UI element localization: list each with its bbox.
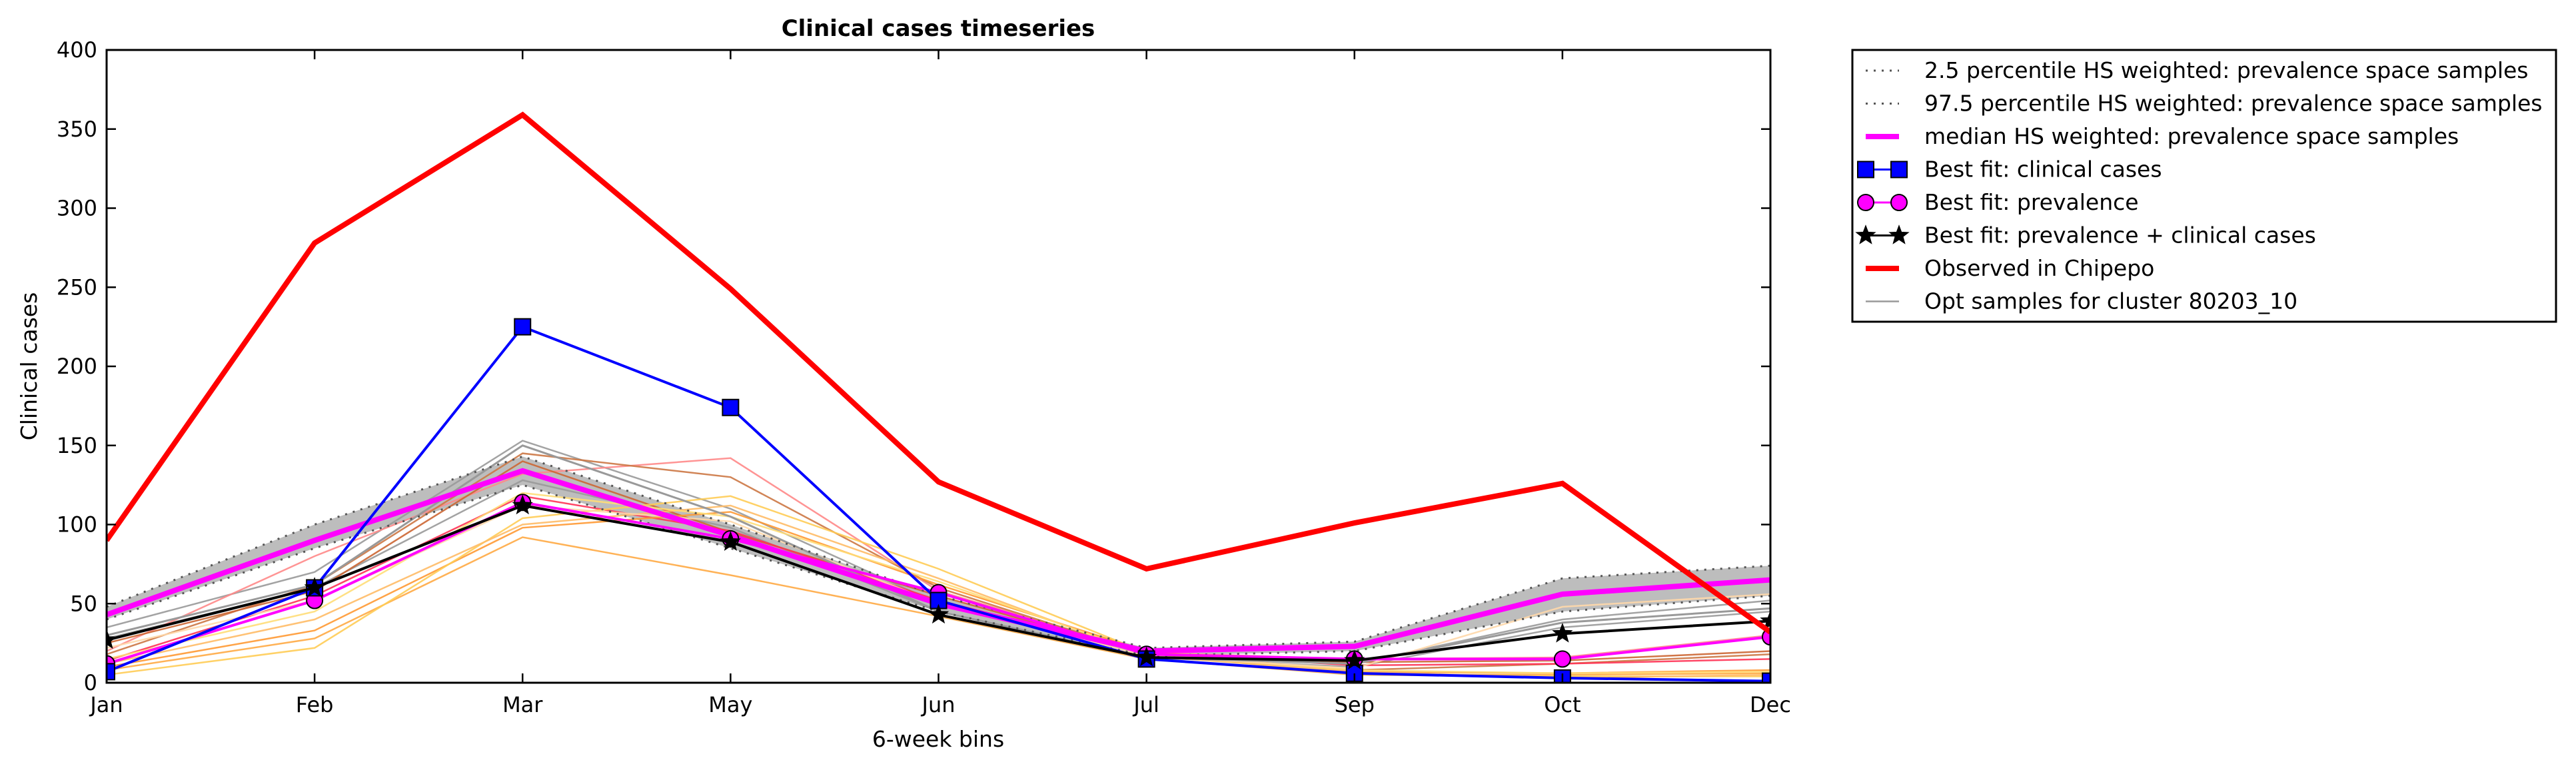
y-tick-label-3: 100 <box>57 512 97 538</box>
y-tick-label-1: 0 <box>84 670 97 695</box>
series-4-point-3 <box>514 318 532 336</box>
series-6-point-5 <box>928 603 950 624</box>
legend-label-3: median HS weighted: prevalence space sam… <box>1924 123 2459 149</box>
legend-marker-6-b <box>1888 224 1910 244</box>
legend-marker-5-a <box>1857 194 1874 211</box>
series-6-point-1 <box>107 629 117 649</box>
y-tick-label-8: 350 <box>57 117 97 142</box>
x-tick-label-1: Jan <box>89 692 123 717</box>
series-6-point-9 <box>1760 609 1770 630</box>
legend-box <box>1851 49 2557 323</box>
legend-label-8: Opt samples for cluster 80203_10 <box>1924 288 2297 314</box>
y-tick-label-2: 50 <box>70 591 97 616</box>
series-6-point-7 <box>1344 649 1365 670</box>
y-tick-label-9: 400 <box>57 37 97 63</box>
plot-area <box>107 111 1770 683</box>
y-tick-label-7: 300 <box>57 196 97 221</box>
sample-line-4 <box>107 452 1770 671</box>
series-5-point-8 <box>1553 650 1571 668</box>
legend-label-4: Best fit: clinical cases <box>1924 157 2162 183</box>
legend: 2.5 percentile HS weighted: prevalence s… <box>1851 49 2557 323</box>
y-tick-label-5: 200 <box>57 354 97 379</box>
x-tick-label-8: Oct <box>1544 692 1581 717</box>
x-tick-label-7: Sep <box>1335 692 1375 717</box>
y-axis-label: Clinical cases <box>16 292 42 441</box>
series-6-point-2 <box>304 577 325 597</box>
series-4-point-1 <box>107 663 115 681</box>
legend-label-6: Best fit: prevalence + clinical cases <box>1924 222 2316 248</box>
series-6-point-8 <box>1552 622 1573 643</box>
legend-marker-5-b <box>1890 194 1908 211</box>
series-4-point-4 <box>722 398 740 416</box>
series-line-3 <box>107 468 1770 654</box>
legend-marker-4-a <box>1857 161 1874 179</box>
x-tick-label-3: Mar <box>502 692 543 717</box>
x-tick-label-6: Jul <box>1132 692 1159 717</box>
sample-line-11 <box>107 492 1770 675</box>
legend-label-7: Observed in Chipepo <box>1924 255 2154 281</box>
x-tick-label-5: Jun <box>921 692 956 717</box>
x-tick-label-4: May <box>708 692 752 717</box>
x-tick-label-2: Feb <box>296 692 334 717</box>
legend-label-1: 2.5 percentile HS weighted: prevalence s… <box>1924 57 2529 83</box>
legend-marker-4-b <box>1890 161 1908 179</box>
y-tick-label-4: 150 <box>57 433 97 458</box>
series-line-7 <box>107 111 1770 635</box>
series-6-point-4 <box>720 531 741 551</box>
legend-label-2: 97.5 percentile HS weighted: prevalence … <box>1924 91 2543 117</box>
series-4-point-9 <box>1762 672 1770 683</box>
legend-label-5: Best fit: prevalence <box>1924 189 2139 215</box>
y-tick-label-6: 250 <box>57 274 97 300</box>
series-6-point-6 <box>1136 646 1157 667</box>
series-group <box>107 111 1770 683</box>
x-tick-label-9: Dec <box>1750 692 1791 717</box>
axis-ticks: 0 50 100 150 200 250 300 350 400 Jan Feb Mar May Jun J… <box>57 37 1791 717</box>
series-6-point-3 <box>512 494 533 515</box>
x-axis-label: 6-week bins <box>872 726 1004 752</box>
chart-title: Clinical cases timeseries <box>782 15 1095 42</box>
legend-marker-6-a <box>1855 224 1876 244</box>
